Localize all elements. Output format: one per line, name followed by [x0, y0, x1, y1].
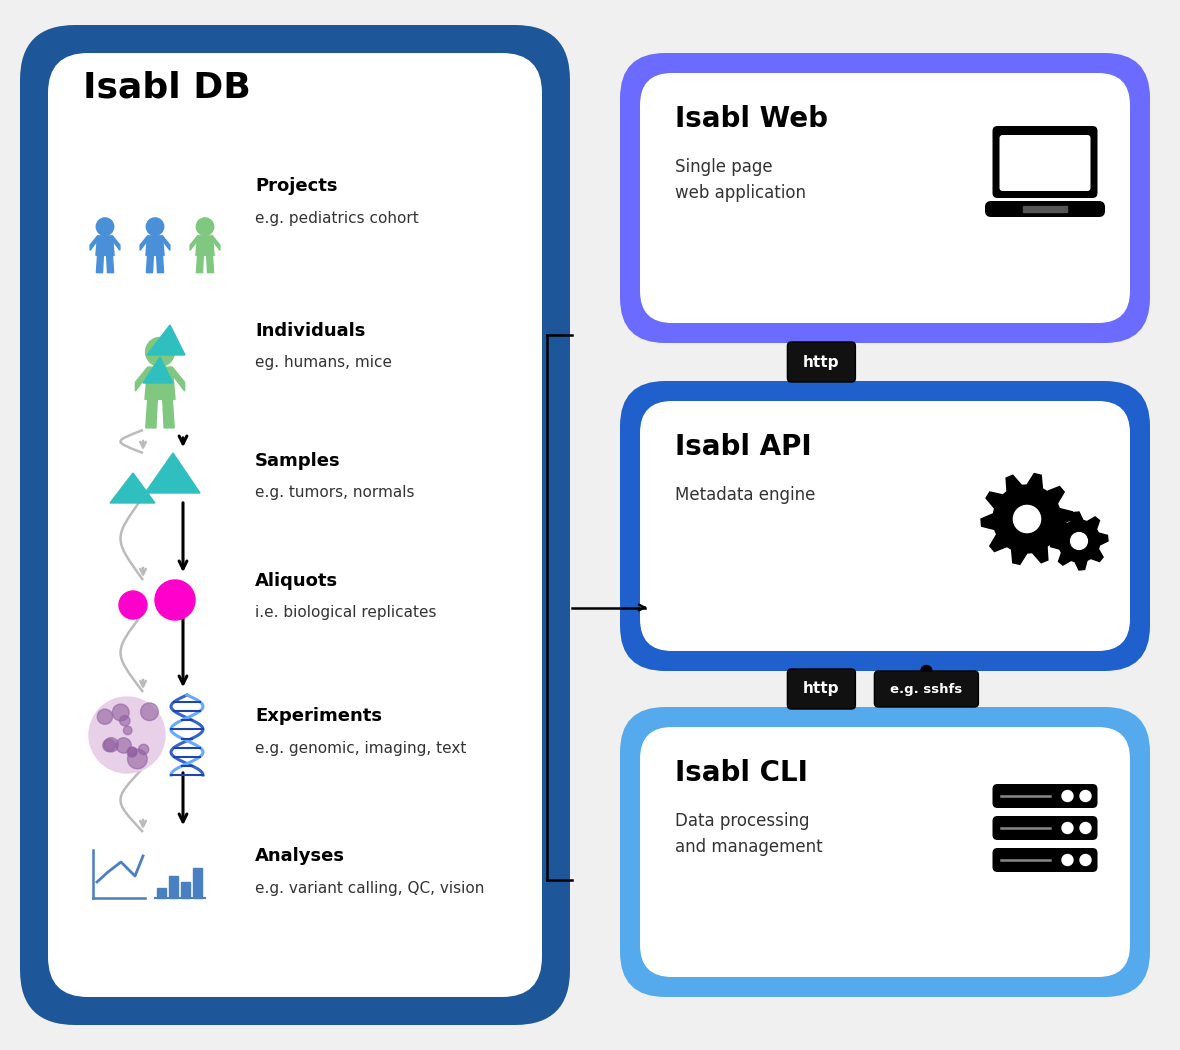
Polygon shape: [981, 474, 1073, 565]
Polygon shape: [106, 255, 113, 273]
Circle shape: [116, 738, 131, 753]
Text: http: http: [804, 355, 840, 370]
Polygon shape: [1050, 512, 1108, 570]
Circle shape: [127, 749, 148, 769]
FancyBboxPatch shape: [640, 401, 1130, 651]
Text: i.e. biological replicates: i.e. biological replicates: [255, 606, 437, 621]
Text: Experiments: Experiments: [255, 707, 382, 724]
Text: Analyses: Analyses: [255, 847, 345, 865]
Circle shape: [1080, 822, 1092, 834]
Bar: [169, 876, 178, 898]
Polygon shape: [145, 368, 175, 399]
Circle shape: [146, 218, 164, 235]
Text: e.g. genomic, imaging, text: e.g. genomic, imaging, text: [255, 740, 466, 756]
Polygon shape: [212, 236, 219, 250]
Polygon shape: [140, 236, 148, 250]
Circle shape: [104, 738, 118, 752]
Polygon shape: [172, 368, 184, 391]
FancyBboxPatch shape: [620, 52, 1150, 343]
FancyBboxPatch shape: [992, 816, 1097, 840]
Bar: [194, 868, 202, 898]
Text: e.g. tumors, normals: e.g. tumors, normals: [255, 485, 414, 501]
Bar: [157, 888, 166, 898]
Polygon shape: [157, 255, 164, 273]
Polygon shape: [146, 255, 153, 273]
Text: Individuals: Individuals: [255, 322, 366, 340]
Bar: [1023, 206, 1067, 212]
Circle shape: [97, 709, 112, 724]
Polygon shape: [206, 255, 214, 273]
Polygon shape: [163, 236, 170, 250]
Text: Metadata engine: Metadata engine: [675, 486, 815, 504]
Polygon shape: [143, 357, 173, 383]
Text: e.g. pediatrics cohort: e.g. pediatrics cohort: [255, 210, 419, 226]
FancyBboxPatch shape: [992, 784, 1097, 808]
Circle shape: [145, 337, 175, 366]
Text: Isabl DB: Isabl DB: [83, 71, 250, 105]
FancyBboxPatch shape: [620, 381, 1150, 671]
Circle shape: [1080, 855, 1092, 865]
FancyBboxPatch shape: [787, 342, 856, 382]
Circle shape: [1014, 505, 1041, 532]
Polygon shape: [146, 399, 157, 428]
FancyBboxPatch shape: [985, 201, 1104, 217]
Text: Isabl Web: Isabl Web: [675, 105, 828, 133]
Polygon shape: [112, 236, 120, 250]
Circle shape: [119, 591, 148, 620]
FancyBboxPatch shape: [992, 848, 1097, 872]
FancyBboxPatch shape: [992, 126, 1097, 198]
Circle shape: [1062, 822, 1073, 834]
Polygon shape: [136, 368, 148, 391]
Polygon shape: [96, 236, 114, 255]
Text: eg. humans, mice: eg. humans, mice: [255, 356, 392, 371]
Circle shape: [127, 748, 137, 757]
Polygon shape: [146, 236, 164, 255]
Circle shape: [1062, 791, 1073, 801]
FancyBboxPatch shape: [640, 727, 1130, 976]
Circle shape: [1070, 532, 1088, 549]
Circle shape: [140, 702, 158, 720]
Circle shape: [119, 715, 130, 726]
FancyBboxPatch shape: [640, 74, 1130, 323]
Circle shape: [127, 748, 137, 756]
Text: Single page
web application: Single page web application: [675, 158, 806, 203]
Circle shape: [124, 727, 132, 735]
Polygon shape: [97, 255, 104, 273]
Polygon shape: [163, 399, 175, 428]
FancyBboxPatch shape: [787, 669, 856, 709]
Circle shape: [103, 739, 116, 752]
FancyBboxPatch shape: [20, 25, 570, 1025]
Text: Isabl CLI: Isabl CLI: [675, 759, 808, 788]
Polygon shape: [145, 453, 199, 494]
Polygon shape: [196, 236, 214, 255]
Bar: [181, 882, 190, 898]
Circle shape: [1080, 791, 1092, 801]
Circle shape: [1062, 855, 1073, 865]
Text: http: http: [804, 681, 840, 696]
Text: e.g. variant calling, QC, vision: e.g. variant calling, QC, vision: [255, 881, 484, 896]
Polygon shape: [196, 255, 203, 273]
Text: Isabl API: Isabl API: [675, 433, 812, 461]
Circle shape: [196, 218, 214, 235]
Circle shape: [155, 580, 195, 620]
Polygon shape: [110, 472, 155, 503]
Circle shape: [97, 218, 113, 235]
Polygon shape: [190, 236, 197, 250]
Text: e.g. sshfs: e.g. sshfs: [890, 682, 963, 695]
Text: Aliquots: Aliquots: [255, 572, 339, 590]
FancyBboxPatch shape: [874, 671, 978, 707]
Circle shape: [138, 744, 149, 755]
FancyBboxPatch shape: [999, 135, 1090, 191]
Circle shape: [88, 697, 165, 773]
Text: Projects: Projects: [255, 177, 337, 195]
FancyBboxPatch shape: [620, 707, 1150, 998]
Circle shape: [920, 666, 932, 676]
Text: Data processing
and management: Data processing and management: [675, 812, 822, 857]
Polygon shape: [90, 236, 98, 250]
Circle shape: [112, 705, 129, 721]
FancyBboxPatch shape: [48, 52, 542, 997]
Polygon shape: [148, 326, 185, 355]
Text: Samples: Samples: [255, 452, 341, 470]
